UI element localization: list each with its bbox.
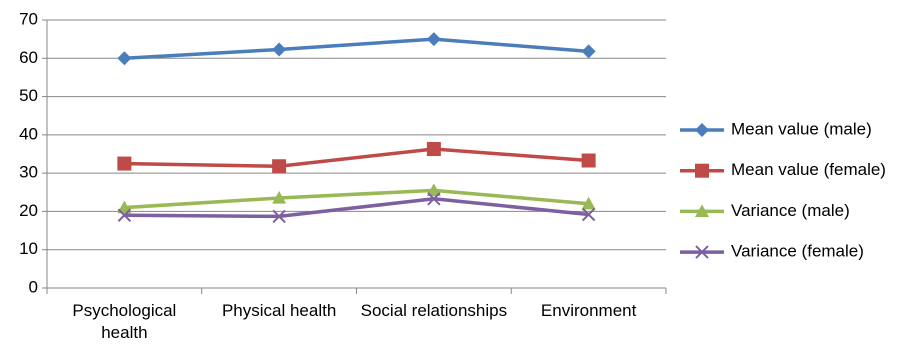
marker bbox=[117, 200, 132, 214]
y-tick-label: 0 bbox=[29, 277, 38, 296]
x-tick-label: Psychological health bbox=[72, 301, 177, 342]
marker bbox=[272, 42, 287, 57]
marker bbox=[117, 51, 132, 66]
y-tick-label: 20 bbox=[19, 201, 38, 220]
y-tick-label: 50 bbox=[19, 86, 38, 105]
marker bbox=[272, 209, 286, 224]
legend-label: Mean value (male) bbox=[731, 119, 872, 138]
marker bbox=[117, 208, 132, 222]
marker bbox=[427, 192, 441, 206]
y-tick-label: 40 bbox=[19, 124, 38, 143]
legend-label: Mean value (female) bbox=[731, 160, 886, 179]
marker bbox=[581, 44, 596, 59]
marker bbox=[695, 245, 709, 259]
series-line bbox=[124, 188, 589, 210]
marker bbox=[581, 153, 596, 168]
marker bbox=[426, 32, 441, 47]
marker bbox=[695, 123, 709, 137]
marker bbox=[695, 204, 709, 217]
marker bbox=[581, 196, 596, 210]
y-tick-label: 70 bbox=[19, 9, 38, 28]
x-tick-label: Physical health bbox=[221, 301, 337, 320]
series-line bbox=[124, 37, 589, 61]
marker bbox=[581, 207, 596, 222]
legend-label: Variance (male) bbox=[731, 201, 850, 220]
x-tick-label: Social relationships bbox=[360, 301, 508, 320]
legend-label: Variance (female) bbox=[731, 242, 864, 261]
series-line bbox=[124, 147, 589, 169]
y-tick-label: 30 bbox=[19, 163, 38, 182]
x-tick-label: Environment bbox=[540, 301, 637, 320]
y-tick-label: 10 bbox=[19, 239, 38, 258]
marker bbox=[695, 163, 709, 178]
y-tick-label: 60 bbox=[19, 48, 38, 67]
marker bbox=[272, 159, 287, 174]
marker bbox=[426, 142, 441, 157]
marker bbox=[272, 191, 287, 204]
series-line bbox=[124, 197, 589, 219]
marker bbox=[117, 156, 132, 171]
marker bbox=[426, 183, 441, 196]
